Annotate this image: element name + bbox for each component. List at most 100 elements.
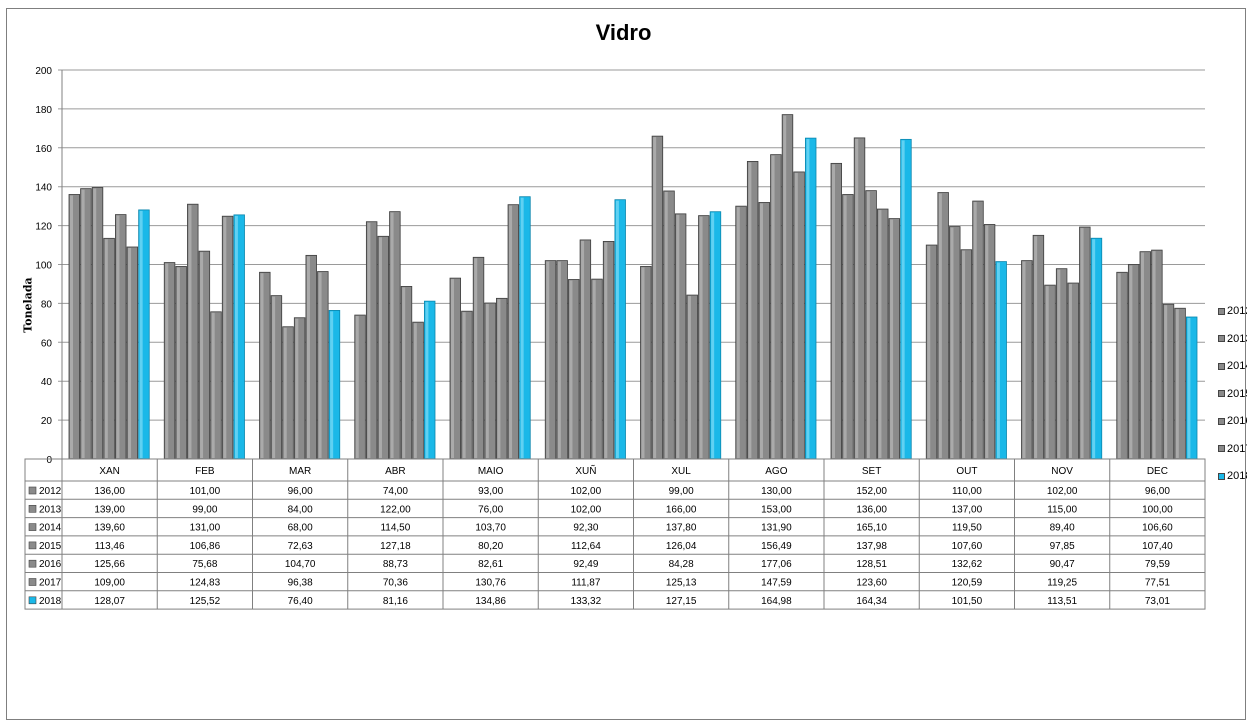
data-label: 74,00	[383, 486, 408, 497]
data-label: 119,50	[952, 523, 982, 534]
bar-highlight	[260, 273, 264, 458]
x-tick-label: XAN	[99, 466, 120, 477]
legend-item: 2013	[1218, 333, 1247, 345]
bar-highlight	[1068, 284, 1072, 458]
data-label: 125,66	[94, 559, 125, 570]
data-label: 73,01	[1145, 596, 1170, 607]
data-label: 156,49	[761, 541, 792, 552]
bar-highlight	[295, 318, 299, 458]
bar-highlight	[676, 214, 680, 458]
bar-highlight	[390, 212, 394, 458]
data-label: 134,86	[475, 596, 506, 607]
data-label: 130,00	[761, 486, 792, 497]
x-tick-label: XUL	[671, 466, 691, 477]
bar-highlight	[474, 258, 478, 458]
data-label: 125,52	[190, 596, 221, 607]
data-label: 101,50	[952, 596, 983, 607]
data-label: 131,90	[761, 523, 792, 534]
table-series-name: 2015	[39, 541, 62, 552]
y-tick-label: 160	[35, 144, 52, 155]
legend-label: 2016	[1227, 415, 1247, 427]
legend-swatch	[1218, 417, 1225, 425]
data-label: 106,60	[1142, 523, 1173, 534]
data-label: 93,00	[478, 486, 503, 497]
table-series-swatch	[28, 541, 37, 550]
data-label: 126,04	[666, 541, 697, 552]
bar-highlight	[451, 279, 455, 458]
bar-highlight	[1187, 317, 1191, 458]
data-label: 113,51	[1047, 596, 1077, 607]
bar-highlight	[604, 242, 608, 458]
data-label: 130,76	[475, 578, 506, 589]
bar-highlight	[355, 316, 359, 458]
legend-label: 2018	[1227, 470, 1247, 482]
data-label: 128,51	[856, 559, 887, 570]
legend-swatch	[1218, 307, 1225, 315]
table-series-swatch	[28, 504, 37, 513]
x-tick-label: MAR	[289, 466, 311, 477]
bar-highlight	[93, 188, 97, 458]
data-label: 111,87	[571, 578, 601, 589]
data-label: 131,00	[190, 523, 221, 534]
chart-frame	[6, 8, 1246, 720]
data-label: 109,00	[94, 578, 125, 589]
bar-highlight	[497, 299, 501, 458]
data-label: 101,00	[190, 486, 221, 497]
legend-label: 2014	[1227, 360, 1247, 372]
data-label: 164,98	[761, 596, 792, 607]
data-label: 152,00	[856, 486, 887, 497]
table-series-swatch	[28, 559, 37, 568]
legend-label: 2017	[1227, 442, 1247, 455]
y-tick-label: 200	[35, 66, 52, 77]
legend-swatch	[1218, 472, 1225, 480]
data-label: 137,00	[952, 504, 983, 515]
data-label: 122,00	[380, 504, 411, 515]
data-label: 132,62	[952, 559, 983, 570]
bar-highlight	[711, 212, 715, 458]
bar-highlight	[234, 215, 238, 458]
data-label: 102,00	[571, 486, 602, 497]
bar-highlight	[878, 210, 882, 458]
data-label: 84,00	[288, 504, 313, 515]
bar-highlight	[272, 296, 276, 458]
bar-highlight	[699, 216, 703, 458]
data-label: 128,07	[94, 596, 125, 607]
data-label: 136,00	[856, 504, 887, 515]
y-tick-label: 80	[41, 299, 53, 310]
bar-highlight	[509, 205, 513, 458]
data-label: 96,38	[288, 578, 313, 589]
data-label: 115,00	[1047, 504, 1077, 515]
bar-highlight	[485, 304, 489, 458]
bar-highlight	[139, 210, 143, 458]
data-label: 102,00	[571, 504, 602, 515]
legend-label: 2013	[1227, 332, 1247, 345]
data-label: 124,83	[190, 578, 221, 589]
data-label: 84,28	[669, 559, 694, 570]
data-label: 81,16	[383, 596, 408, 607]
data-label: 79,59	[1145, 559, 1170, 570]
y-tick-label: 180	[35, 105, 52, 116]
data-label: 92,30	[573, 523, 598, 534]
data-label: 165,10	[856, 523, 887, 534]
y-tick-label: 20	[41, 416, 53, 427]
bar-highlight	[962, 250, 966, 458]
bar-highlight	[1117, 273, 1121, 458]
data-label: 107,60	[952, 541, 983, 552]
bar-highlight	[165, 263, 169, 458]
bar-highlight	[653, 137, 657, 458]
bar-highlight	[783, 115, 787, 459]
data-label: 177,06	[761, 559, 792, 570]
table-series-swatch	[28, 523, 37, 531]
bar-highlight	[581, 240, 585, 458]
bar-highlight	[70, 195, 74, 459]
bar-highlight	[520, 197, 524, 458]
bar-highlight	[687, 296, 691, 458]
bar-highlight	[1175, 309, 1179, 458]
data-label: 70,36	[383, 578, 408, 589]
bar-highlight	[759, 203, 763, 458]
bar-highlight	[104, 239, 108, 458]
bar-highlight	[1092, 239, 1096, 458]
data-label: 110,00	[952, 486, 982, 497]
data-label: 90,47	[1050, 559, 1075, 570]
